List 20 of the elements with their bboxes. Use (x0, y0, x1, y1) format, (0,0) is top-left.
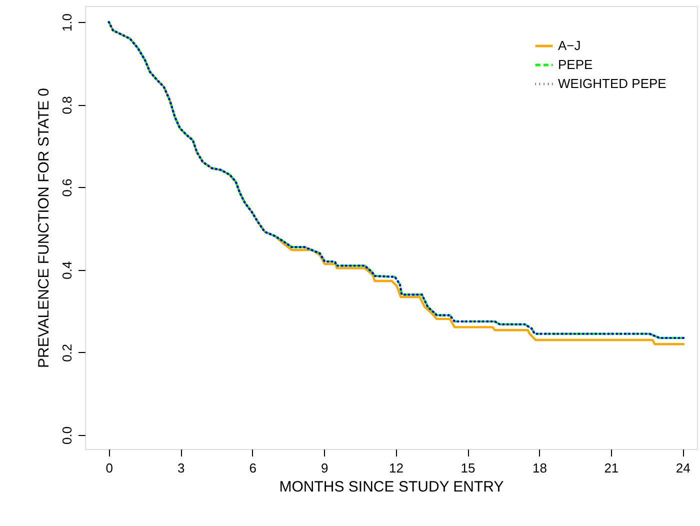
x-tick-label: 12 (389, 460, 404, 476)
y-tick-label: 0.4 (60, 261, 74, 280)
x-tick-label: 0 (106, 460, 114, 476)
x-tick-label: 3 (178, 460, 185, 476)
x-tick-label: 15 (460, 460, 476, 476)
y-axis-title: PREVALENCE FUNCTION FOR STATE 0 (36, 88, 52, 368)
y-tick-label: 0.6 (60, 178, 74, 197)
legend-label: PEPE (558, 57, 594, 72)
x-axis-title: MONTHS SINCE STUDY ENTRY (279, 478, 504, 496)
x-tick-label: 6 (249, 460, 256, 476)
x-tick-label: 9 (320, 460, 328, 476)
y-tick-label: 0.8 (60, 96, 74, 114)
y-tick-label: 0.0 (60, 426, 74, 444)
x-tick-label: 18 (532, 460, 547, 476)
x-tick-label: 21 (604, 460, 619, 476)
y-tick-label: 1.0 (60, 14, 74, 32)
legend-label: A−J (558, 38, 581, 53)
legend-label: WEIGHTED PEPE (558, 76, 667, 91)
y-tick-label: 0.2 (60, 344, 74, 362)
x-tick-label: 24 (676, 460, 690, 476)
